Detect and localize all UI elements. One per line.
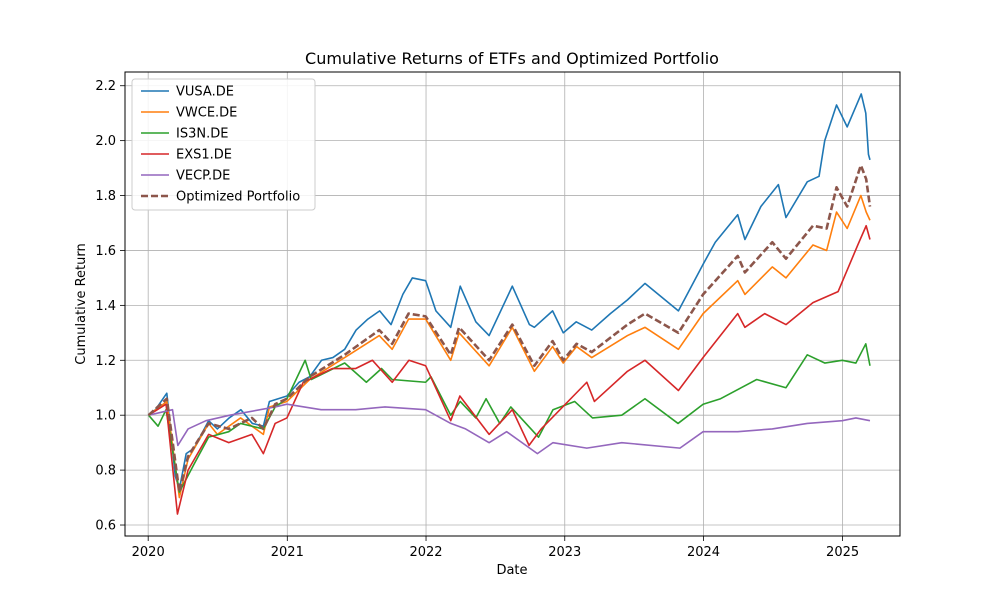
x-tick-label-2025: 2025: [826, 545, 859, 560]
y-tick-label-0-6: 0.6: [95, 519, 116, 534]
x-tick-label-2024: 2024: [687, 545, 720, 560]
series-line-exs1-de: [148, 224, 871, 515]
y-tick-label-1-8: 1.8: [95, 189, 116, 204]
x-tick-label-2022: 2022: [409, 545, 442, 560]
y-tick-label-2-2: 2.2: [95, 79, 116, 94]
legend-label-vwce-de: VWCE.DE: [176, 106, 237, 121]
legend-label-is3n-de: IS3N.DE: [176, 127, 228, 142]
y-tick-label-1-4: 1.4: [95, 299, 116, 314]
x-axis-label: Date: [496, 563, 527, 578]
legend: VUSA.DE VWCE.DE IS3N.DE EXS1.DE VECP.DE Optim…: [131, 78, 316, 211]
legend-label-exs1-de: EXS1.DE: [176, 148, 232, 163]
chart-title: Cumulative Returns of ETFs and Optimized…: [305, 49, 719, 68]
series-line-optimized-portfolio: [147, 164, 872, 494]
legend-label-vusa-de: VUSA.DE: [176, 85, 234, 100]
y-tick-label-1-0: 1.0: [95, 409, 116, 424]
y-axis-label: Cumulative Return: [74, 243, 89, 364]
legend-box: [131, 78, 316, 211]
x-tick-label-2020: 2020: [132, 545, 165, 560]
series-line-vecp-de: [148, 403, 871, 455]
legend-label-optimized-portfolio: Optimized Portfolio: [176, 190, 300, 205]
legend-label-vecp-de: VECP.DE: [176, 169, 230, 184]
series-lines: [147, 93, 872, 515]
x-tick-label-2023: 2023: [548, 545, 581, 560]
plot-frame: [124, 71, 901, 537]
axis-ticks: 2020 2021 2022 2023 2024 2025 0.6 0.8 1.0 1.2 1.4 1…: [95, 79, 859, 560]
y-tick-label-2-0: 2.0: [95, 134, 116, 149]
y-tick-label-0-8: 0.8: [95, 464, 116, 479]
x-tick-label-2021: 2021: [271, 545, 304, 560]
series-line-vusa-de: [148, 93, 871, 491]
y-tick-label-1-6: 1.6: [95, 244, 116, 259]
y-tick-label-1-2: 1.2: [95, 354, 116, 369]
